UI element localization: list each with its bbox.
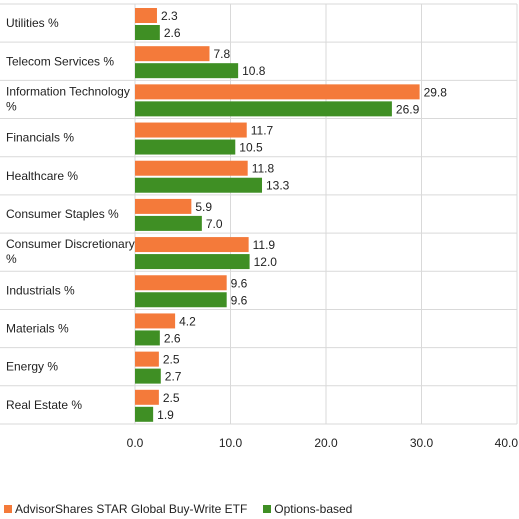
category-label: Information Technology% <box>6 84 130 113</box>
bar-value-label: 4.2 <box>179 314 196 328</box>
bar-options-based <box>135 139 236 155</box>
bar-options-based <box>135 254 250 270</box>
bar-value-label: 2.7 <box>165 370 182 384</box>
bar-etf <box>135 84 420 100</box>
legend-item-options-based: Options-based <box>263 502 352 516</box>
bar-options-based <box>135 101 392 117</box>
bar-etf <box>135 122 247 138</box>
x-tick-label: 10.0 <box>219 436 243 450</box>
bar-value-label: 2.6 <box>164 26 181 40</box>
gridlines <box>0 3 518 425</box>
legend: AdvisorShares STAR Global Buy-Write ETF O… <box>4 502 368 516</box>
bar-value-label: 2.3 <box>161 9 178 23</box>
bar-etf <box>135 160 248 176</box>
bar-etf <box>135 46 210 62</box>
category-label: Telecom Services % <box>6 54 114 68</box>
bar-value-label: 7.8 <box>213 47 230 61</box>
bar-options-based <box>135 406 154 422</box>
category-label: Consumer Discretionary% <box>6 237 135 266</box>
legend-label: AdvisorShares STAR Global Buy-Write ETF <box>15 502 248 516</box>
bar-value-label: 10.8 <box>242 64 266 78</box>
bar-etf <box>135 389 159 405</box>
category-label: Financials % <box>6 131 74 145</box>
bar-etf <box>135 351 159 367</box>
bar-value-label: 2.5 <box>163 391 180 405</box>
bar-value-label: 9.6 <box>231 276 248 290</box>
bar-value-label: 9.6 <box>231 293 248 307</box>
bars: 2.3 2.6 7.8 10.8 29.8 26.9 11.7 10.5 11.8 13.3 5.9… <box>135 8 447 422</box>
bar-etf <box>135 313 176 329</box>
bar-value-label: 10.5 <box>239 141 263 155</box>
bar-value-label: 7.0 <box>206 217 223 231</box>
bar-etf <box>135 8 157 23</box>
bar-options-based <box>135 25 160 40</box>
bar-options-based <box>135 215 202 231</box>
bar-options-based <box>135 330 160 346</box>
bar-etf <box>135 275 227 291</box>
bar-value-label: 12.0 <box>254 255 278 269</box>
legend-swatch <box>4 505 12 513</box>
bar-value-label: 2.6 <box>164 331 181 345</box>
category-label: Healthcare % <box>6 169 78 183</box>
bar-value-label: 5.9 <box>195 200 212 214</box>
category-label: Materials % <box>6 322 69 336</box>
bar-options-based <box>135 177 263 193</box>
bar-value-label: 11.8 <box>252 162 275 176</box>
bar-value-label: 11.9 <box>253 238 276 252</box>
category-label: Utilities % <box>6 16 59 30</box>
bar-value-label: 1.9 <box>157 408 174 422</box>
bar-value-label: 13.3 <box>266 179 290 193</box>
bar-value-label: 29.8 <box>424 85 448 99</box>
legend-swatch <box>263 505 272 513</box>
category-label: Consumer Staples % <box>6 207 119 221</box>
bar-value-label: 2.5 <box>163 353 180 367</box>
bar-etf <box>135 198 192 214</box>
bar-value-label: 26.9 <box>396 102 420 116</box>
bar-options-based <box>135 292 227 308</box>
x-tick-label: 20.0 <box>314 436 338 450</box>
x-tick-label: 30.0 <box>410 436 434 450</box>
bar-etf <box>135 237 249 253</box>
x-tick-label: 0.0 <box>127 436 144 450</box>
category-label: Real Estate % <box>6 398 82 412</box>
bar-options-based <box>135 368 161 384</box>
category-label: Energy % <box>6 360 58 374</box>
category-label: Industrials % <box>6 283 75 297</box>
bar-options-based <box>135 63 239 79</box>
legend-label: Options-based <box>274 502 353 516</box>
x-axis: 0.0 10.0 20.0 30.0 40.0 <box>127 436 519 450</box>
legend-item-etf: AdvisorShares STAR Global Buy-Write ETF <box>4 502 247 516</box>
x-tick-label: 40.0 <box>495 436 519 450</box>
category-labels: Utilities % Telecom Services % Information… <box>6 16 135 412</box>
bar-value-label: 11.7 <box>251 124 274 138</box>
